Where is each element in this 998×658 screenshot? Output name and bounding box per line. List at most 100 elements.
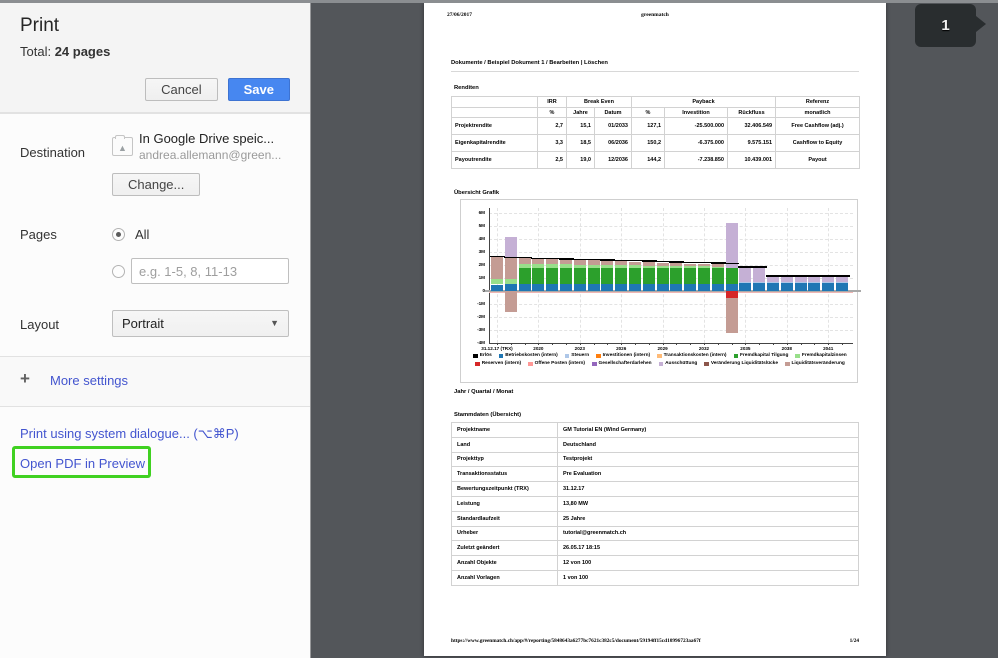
- change-destination-button[interactable]: Change...: [112, 173, 201, 196]
- table-cell: tutorial@greenmatch.ch: [557, 525, 859, 542]
- pages-all-option: All: [112, 227, 149, 242]
- open-items-line: [489, 292, 853, 293]
- header-cell: [451, 96, 538, 108]
- table-cell: 19,0: [566, 151, 595, 169]
- revenue-line-segment: [655, 260, 671, 263]
- bar-segment-liq_veraenderung: [698, 263, 710, 267]
- legend-item: Steuern: [564, 353, 590, 359]
- table-row: Land Deutschland: [451, 436, 859, 453]
- save-button[interactable]: Save: [227, 78, 290, 101]
- bar-segment-betriebskosten: [822, 283, 835, 291]
- system-dialog-link[interactable]: Print using system dialogue... (⌥⌘P): [20, 426, 239, 441]
- bar-segment-zinsen: [684, 266, 697, 269]
- bar-segment-tilgung: [546, 268, 559, 284]
- bar-segment-betriebskosten: [684, 283, 697, 291]
- table-cell: 06/2036: [594, 134, 632, 152]
- table-cell: 12/2036: [594, 151, 632, 169]
- open-pdf-highlight-box: [12, 446, 151, 478]
- axis-tick: [814, 343, 816, 345]
- pages-all-radio[interactable]: [112, 228, 125, 241]
- y-axis-tick-label: -3M: [477, 327, 485, 332]
- legend-label: Fremdkapital Tilgung: [740, 353, 789, 358]
- layout-value: Portrait: [122, 316, 164, 331]
- bar-segment-betriebskosten: [491, 284, 503, 291]
- bar-segment-zinsen: [560, 264, 572, 269]
- bar-segment-zinsen: [698, 266, 710, 269]
- bar-segment-betriebskosten: [615, 283, 628, 291]
- total-value: 24 pages: [54, 44, 111, 59]
- pages-range-input[interactable]: [131, 258, 289, 284]
- bar-segment-betriebskosten: [698, 283, 710, 291]
- bar-segment-ausschuettung: [794, 275, 807, 282]
- revenue-line-segment: [710, 262, 726, 264]
- legend-swatch: [473, 353, 478, 359]
- axis-tick: [635, 343, 636, 345]
- header-cell: Referenz: [775, 96, 861, 108]
- axis-tick: [800, 343, 802, 345]
- bar-segment-steuern: [767, 281, 779, 284]
- bar-segment-tilgung: [656, 268, 669, 284]
- layout-label: Layout: [20, 317, 60, 332]
- bar-segment-tilgung: [725, 268, 738, 284]
- revenue-line-segment: [531, 257, 547, 259]
- total-label: Total:: [20, 44, 55, 59]
- bar-segment-betriebskosten: [504, 283, 517, 291]
- bar-segment-tilgung: [560, 268, 572, 284]
- table-cell: 32.406.549: [726, 117, 777, 135]
- bar-segment-zinsen: [587, 264, 600, 269]
- cancel-button[interactable]: Cancel: [145, 78, 218, 101]
- table-row: Zuletzt geändert 26.05.17 18:15: [451, 540, 859, 557]
- bar-segment-ausschuettung: [504, 237, 517, 258]
- layout-dropdown[interactable]: Portrait ▼: [112, 310, 289, 337]
- more-settings-link[interactable]: More settings: [50, 373, 129, 388]
- table-row: Urheber tutorial@greenmatch.ch: [451, 525, 859, 542]
- subheader-cell: Datum: [594, 107, 632, 118]
- bar-segment-steuern: [780, 281, 793, 284]
- open-pdf-in-preview-link[interactable]: Open PDF in Preview: [20, 456, 145, 471]
- more-settings-row[interactable]: + More settings: [0, 356, 310, 406]
- bar-segment-zinsen: [629, 265, 641, 269]
- axis-tick: [662, 343, 664, 345]
- table-cell: Zuletzt geändert: [451, 540, 558, 557]
- legend-swatch: [498, 353, 504, 359]
- bar-segment-ausschuettung: [767, 275, 779, 282]
- pages-range-radio[interactable]: [112, 264, 125, 278]
- revenue-line-segment: [572, 258, 588, 260]
- table-row: Bewertungszeitpunkt (TRX) 31.12.17: [451, 481, 859, 497]
- revenue-line-segment: [766, 275, 781, 277]
- table-row: Payoutrendite 2,5 19,0 12/2036 144,2 -7.238.8…: [451, 151, 861, 169]
- legend-swatch: [785, 361, 790, 367]
- table-cell: Projektname: [451, 422, 558, 438]
- zero-baseline: [485, 290, 861, 292]
- bar-segment-tilgung: [601, 268, 614, 284]
- table-header-row: IRR Break Even Payback Referenz: [451, 96, 861, 108]
- table-cell: Land: [451, 436, 558, 453]
- breadcrumb-rule: [451, 71, 859, 72]
- x-axis: [489, 343, 853, 344]
- bar-segment-betriebskosten: [629, 283, 641, 291]
- legend-label: Steuern: [571, 353, 590, 358]
- bar-segment-tilgung: [518, 268, 531, 284]
- legend-item: Transaktionskosten (intern): [657, 353, 727, 359]
- bar-segment-zinsen: [518, 263, 531, 269]
- bar-segment-tilgung: [573, 268, 586, 284]
- bar-segment-zinsen: [573, 264, 586, 269]
- table-cell: 144,2: [631, 151, 665, 169]
- subheader-cell: Jahre: [566, 107, 595, 118]
- revenue-line-segment: [724, 262, 740, 264]
- y-axis-tick-label: 3M: [478, 249, 485, 254]
- table-cell: -25.500.000: [664, 117, 728, 135]
- bar-segment-betriebskosten: [739, 283, 752, 291]
- legend-swatch: [596, 353, 601, 359]
- bar-segment-ausschuettung: [725, 223, 738, 269]
- gridline: [489, 213, 853, 214]
- revenue-line-segment: [490, 255, 505, 258]
- bar-segment-betriebskosten: [794, 283, 807, 291]
- pages-label: Pages: [20, 227, 57, 242]
- subheader-cell: Investition: [664, 107, 728, 118]
- revenue-line-segment: [793, 275, 809, 277]
- section-divider: [0, 406, 310, 407]
- bar-segment-liq_veraenderung: [573, 260, 586, 265]
- bar-segment-tilgung: [670, 268, 683, 284]
- legend-swatch: [592, 361, 597, 367]
